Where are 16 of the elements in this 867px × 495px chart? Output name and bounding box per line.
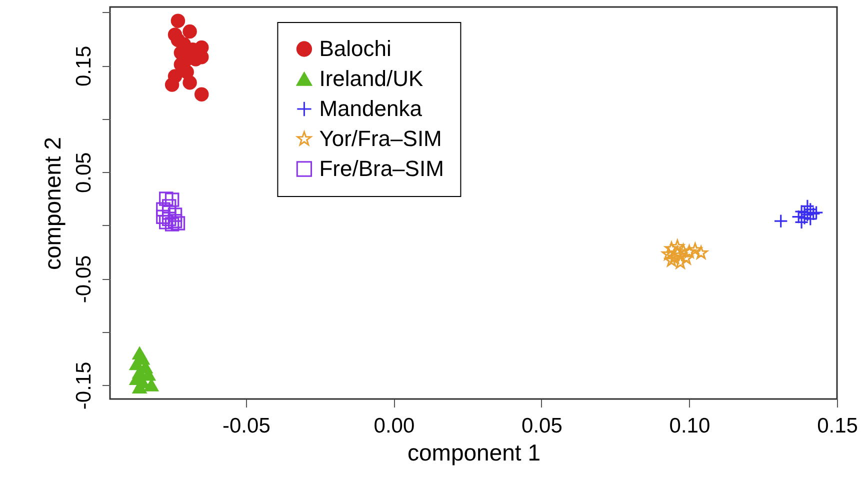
legend-label: Ireland/UK: [319, 66, 424, 91]
legend-label: Yor/Fra–SIM: [319, 126, 442, 151]
y-tick-label: 0.05: [72, 152, 96, 194]
y-tick-label: -0.15: [72, 362, 96, 410]
x-tick-label: 0.05: [522, 414, 562, 438]
y-tick-label: -0.05: [72, 255, 96, 304]
x-axis-title: component 1: [408, 440, 540, 466]
y-tick-label: 0.15: [72, 46, 96, 87]
legend-label: Fre/Bra–SIM: [319, 156, 444, 181]
x-tick-label: 0.10: [669, 414, 710, 438]
y-axis-title: component 2: [40, 137, 66, 270]
x-tick-label: 0.00: [374, 414, 415, 438]
x-tick-label: -0.05: [222, 414, 270, 438]
legend-label: Balochi: [319, 36, 392, 61]
x-tick-label: 0.15: [817, 414, 858, 438]
legend-label: Mandenka: [319, 96, 423, 121]
